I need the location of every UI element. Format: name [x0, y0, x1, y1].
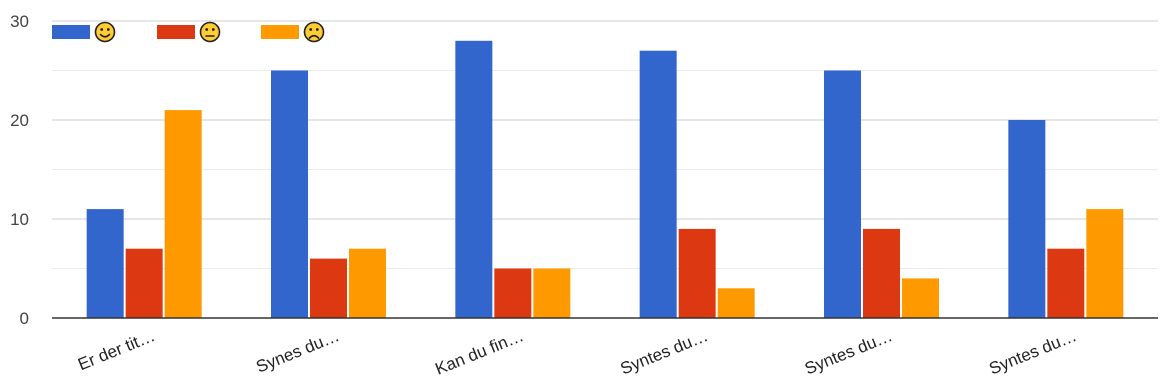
x-axis: Er der tit… Synes du… Kan du fin… Syntes du… [52, 317, 1158, 379]
legend-item [261, 21, 325, 43]
bar-smile-face-3 [639, 50, 677, 318]
x-tick-label: Syntes du… [802, 326, 895, 378]
legend-swatch [261, 25, 299, 39]
face-mouth [308, 34, 320, 39]
x-tick-label: Kan du fin… [432, 326, 526, 379]
face-eye-left [100, 28, 104, 31]
bar-frown-face-2 [533, 268, 571, 318]
bar-neutral-face-5 [1047, 248, 1085, 318]
face-eye-left [309, 28, 313, 31]
bar-smile-face-1 [271, 70, 308, 318]
bars [86, 40, 1124, 319]
bar-neutral-face-1 [310, 258, 347, 318]
face-mouth [99, 33, 111, 38]
frown-face-icon [303, 21, 325, 43]
x-tick-label: Syntes du… [986, 326, 1079, 378]
y-axis: 0 10 20 30 [10, 12, 29, 328]
legend [52, 21, 325, 43]
face-eye-left [205, 28, 209, 31]
y-tick-label: 30 [10, 12, 29, 31]
bar-frown-face-4 [902, 278, 939, 318]
bar-frown-face-5 [1086, 209, 1124, 318]
bar-neutral-face-0 [125, 248, 163, 318]
bar-frown-face-0 [164, 110, 202, 318]
y-tick-label: 20 [10, 111, 29, 130]
x-tick-label: Syntes du… [618, 326, 711, 378]
bar-smile-face-2 [455, 40, 493, 319]
x-tick-label: Er der tit… [75, 326, 157, 374]
legend-item [52, 21, 116, 43]
bar-smile-face-0 [86, 209, 124, 318]
legend-swatch [52, 25, 90, 39]
face-eye-right [211, 28, 215, 31]
smile-face-icon [94, 21, 116, 43]
face-head [94, 21, 116, 43]
legend-swatch [157, 25, 195, 39]
bar-frown-face-3 [717, 288, 755, 318]
y-tick-label: 10 [10, 210, 29, 229]
bar-frown-face-1 [349, 248, 386, 318]
bar-neutral-face-4 [863, 228, 900, 318]
bar-smile-face-5 [1008, 120, 1046, 318]
face-head [199, 21, 221, 43]
legend-item [157, 21, 221, 43]
bar-neutral-face-3 [678, 228, 716, 318]
y-tick-label: 0 [20, 309, 29, 328]
bar-neutral-face-2 [494, 268, 532, 318]
face-eye-right [315, 28, 319, 31]
face-eye-right [106, 28, 110, 31]
bar-smile-face-4 [824, 70, 861, 318]
neutral-face-icon [199, 21, 221, 43]
x-tick-label: Synes du… [253, 326, 342, 377]
face-head [303, 21, 325, 43]
gridlines [52, 20, 1158, 269]
